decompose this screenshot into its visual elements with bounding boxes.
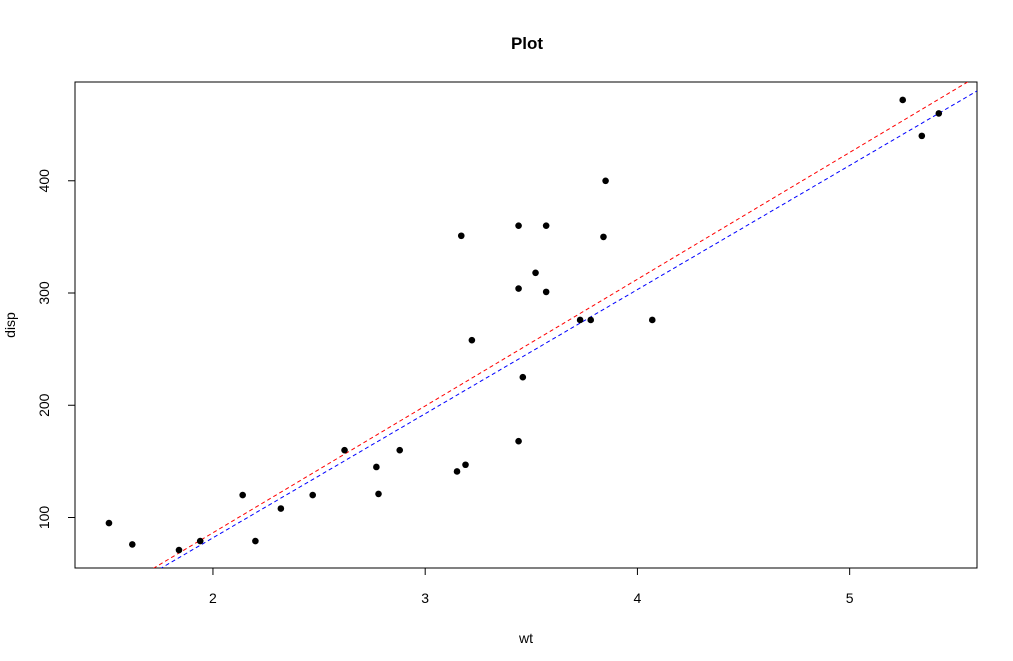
x-axis: 2 3 4 5 bbox=[209, 568, 854, 606]
x-tick-label: 3 bbox=[421, 590, 429, 606]
y-axis-label: disp bbox=[2, 312, 18, 338]
data-point bbox=[196, 537, 204, 545]
data-point bbox=[542, 288, 550, 296]
data-point bbox=[373, 463, 380, 471]
data-point bbox=[453, 468, 461, 475]
data-point bbox=[175, 546, 183, 554]
data-point bbox=[600, 233, 607, 241]
data-point bbox=[375, 490, 382, 498]
data-point bbox=[542, 222, 550, 229]
data-point bbox=[277, 505, 285, 512]
fit-lines bbox=[152, 82, 977, 568]
fit-line bbox=[160, 90, 977, 568]
data-points bbox=[105, 96, 943, 554]
y-axis: 100 200 300 400 bbox=[36, 169, 75, 529]
data-point bbox=[105, 519, 113, 527]
y-tick-label: 400 bbox=[36, 169, 52, 193]
data-point bbox=[341, 446, 348, 454]
chart-title: Plot bbox=[511, 34, 543, 53]
data-point bbox=[239, 491, 246, 499]
data-point bbox=[576, 316, 584, 324]
data-point bbox=[468, 336, 476, 344]
data-point bbox=[648, 316, 656, 324]
data-point bbox=[515, 222, 522, 229]
data-point bbox=[587, 316, 595, 324]
x-tick-label: 2 bbox=[209, 590, 217, 606]
data-point bbox=[462, 461, 469, 469]
y-tick-label: 200 bbox=[36, 393, 52, 417]
data-point bbox=[532, 269, 539, 277]
y-tick-label: 100 bbox=[36, 506, 52, 530]
y-tick-label: 300 bbox=[36, 281, 52, 305]
x-tick-label: 5 bbox=[846, 590, 854, 606]
data-point bbox=[899, 96, 907, 104]
data-point bbox=[519, 373, 527, 381]
x-axis-label: wt bbox=[518, 630, 533, 646]
plot-frame bbox=[74, 81, 978, 569]
data-point bbox=[602, 177, 609, 185]
data-point bbox=[396, 446, 404, 454]
fit-line bbox=[152, 82, 969, 568]
data-point bbox=[252, 537, 259, 545]
x-tick-label: 4 bbox=[634, 590, 642, 606]
data-point bbox=[457, 232, 465, 240]
data-point bbox=[918, 132, 926, 140]
data-point bbox=[309, 491, 317, 499]
data-point bbox=[515, 437, 522, 445]
data-point bbox=[515, 285, 522, 292]
data-point bbox=[935, 110, 943, 117]
data-point bbox=[129, 541, 136, 548]
